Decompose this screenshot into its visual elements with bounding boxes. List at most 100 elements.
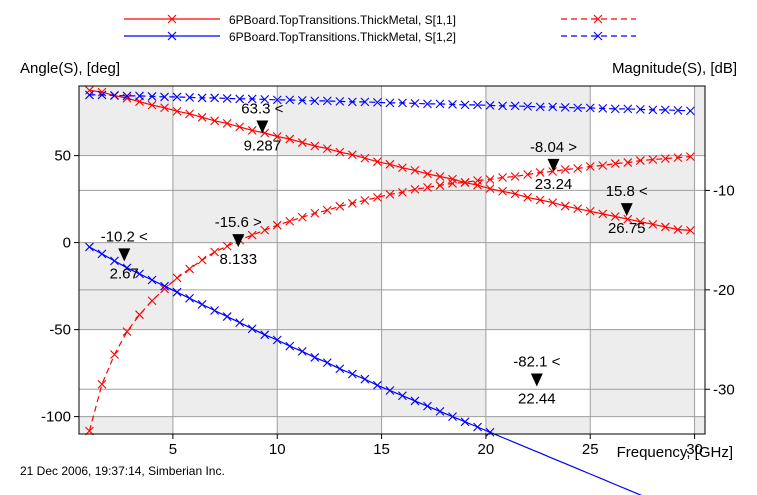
x-tick-label: 30 <box>686 441 703 458</box>
marker-triangle <box>620 203 633 217</box>
data-point <box>485 184 495 194</box>
plot-bands <box>79 86 705 434</box>
data-point <box>623 214 633 224</box>
data-point <box>222 94 232 103</box>
data-point <box>185 264 194 274</box>
data-point <box>97 90 107 100</box>
data-point <box>172 273 182 283</box>
data-point <box>598 103 608 113</box>
data-point <box>285 95 295 105</box>
data-point <box>385 159 395 169</box>
data-point <box>172 92 182 102</box>
data-point <box>448 179 457 188</box>
plot-frame <box>78 85 706 435</box>
plot-band <box>694 86 705 156</box>
data-point <box>260 95 270 104</box>
data-point <box>435 99 445 109</box>
data-point <box>322 96 332 106</box>
data-point <box>210 306 220 315</box>
data-point <box>523 192 533 202</box>
data-point <box>335 201 345 211</box>
data-point <box>322 205 332 215</box>
x-tick-label: 15 <box>373 441 390 458</box>
data-point <box>310 141 320 151</box>
data-point <box>460 417 470 427</box>
data-point <box>635 104 645 114</box>
data-point <box>548 198 558 207</box>
data-point <box>110 91 119 100</box>
data-point <box>423 401 432 411</box>
data-point <box>435 181 445 190</box>
data-point <box>297 346 307 356</box>
plot-band <box>277 86 382 156</box>
data-point <box>97 249 107 259</box>
data-point <box>686 152 695 161</box>
x-axis-label: Frequency, [GHz] <box>617 444 733 461</box>
data-point <box>310 208 320 218</box>
data-point <box>210 116 220 126</box>
data-point <box>247 324 257 334</box>
data-point <box>210 247 220 257</box>
data-point <box>272 220 282 230</box>
data-point <box>222 119 232 128</box>
data-point <box>410 166 420 175</box>
data-point <box>160 92 169 102</box>
data-point <box>347 369 357 379</box>
data-point <box>523 101 533 111</box>
y1-tick-label: 50 <box>54 148 71 165</box>
marker-value-label: -15.6 > <box>215 214 262 231</box>
data-point <box>548 167 558 176</box>
data-point <box>122 263 132 273</box>
data-point <box>548 102 558 112</box>
data-point <box>498 101 507 111</box>
data-point <box>222 241 232 251</box>
y1-tick-label: 0 <box>63 235 71 252</box>
data-point <box>485 427 495 437</box>
marker-x-label: 2.67 <box>110 265 139 282</box>
marker-value-label: 63.3 < <box>241 100 283 117</box>
data-point <box>85 242 94 252</box>
data-point <box>523 170 533 179</box>
data-point <box>560 102 570 112</box>
data-point <box>560 165 570 174</box>
data-point <box>222 312 232 321</box>
x-tick-label: 5 <box>169 441 177 458</box>
data-point <box>335 147 345 157</box>
data-markers: 63.3 < 9.287 -8.04 > 23.24 15.8 < 26.75 -10.2 … <box>101 100 648 407</box>
data-point <box>85 90 94 100</box>
plot-band <box>381 155 486 243</box>
data-point <box>160 281 169 291</box>
data-point <box>197 112 207 122</box>
data-point <box>686 226 695 235</box>
data-point <box>310 353 320 362</box>
data-point <box>535 168 545 177</box>
grid-lines <box>79 86 705 434</box>
data-point <box>235 94 245 104</box>
plot-band <box>381 329 486 417</box>
data-point <box>347 198 357 208</box>
data-point <box>97 379 107 389</box>
data-point <box>585 206 595 216</box>
data-point <box>660 105 670 115</box>
data-point <box>247 125 257 135</box>
data-point <box>147 92 157 101</box>
plot-band <box>277 416 382 434</box>
data-point <box>135 91 144 101</box>
data-point <box>423 99 432 109</box>
marker-x-label: 8.133 <box>220 251 258 268</box>
data-point <box>285 134 295 144</box>
data-point <box>673 225 683 234</box>
data-point <box>398 391 407 401</box>
y2-tick-label: -30 <box>713 381 735 398</box>
y1-tick-label: -100 <box>41 409 71 426</box>
data-point <box>498 173 507 182</box>
data-point <box>610 212 620 221</box>
marker-triangle <box>232 234 245 248</box>
data-point <box>510 172 520 181</box>
plot-band <box>694 416 705 434</box>
data-point <box>686 106 695 116</box>
data-point <box>122 327 132 336</box>
data-point <box>260 225 270 235</box>
data-point <box>335 364 345 374</box>
plot-band <box>485 86 591 156</box>
